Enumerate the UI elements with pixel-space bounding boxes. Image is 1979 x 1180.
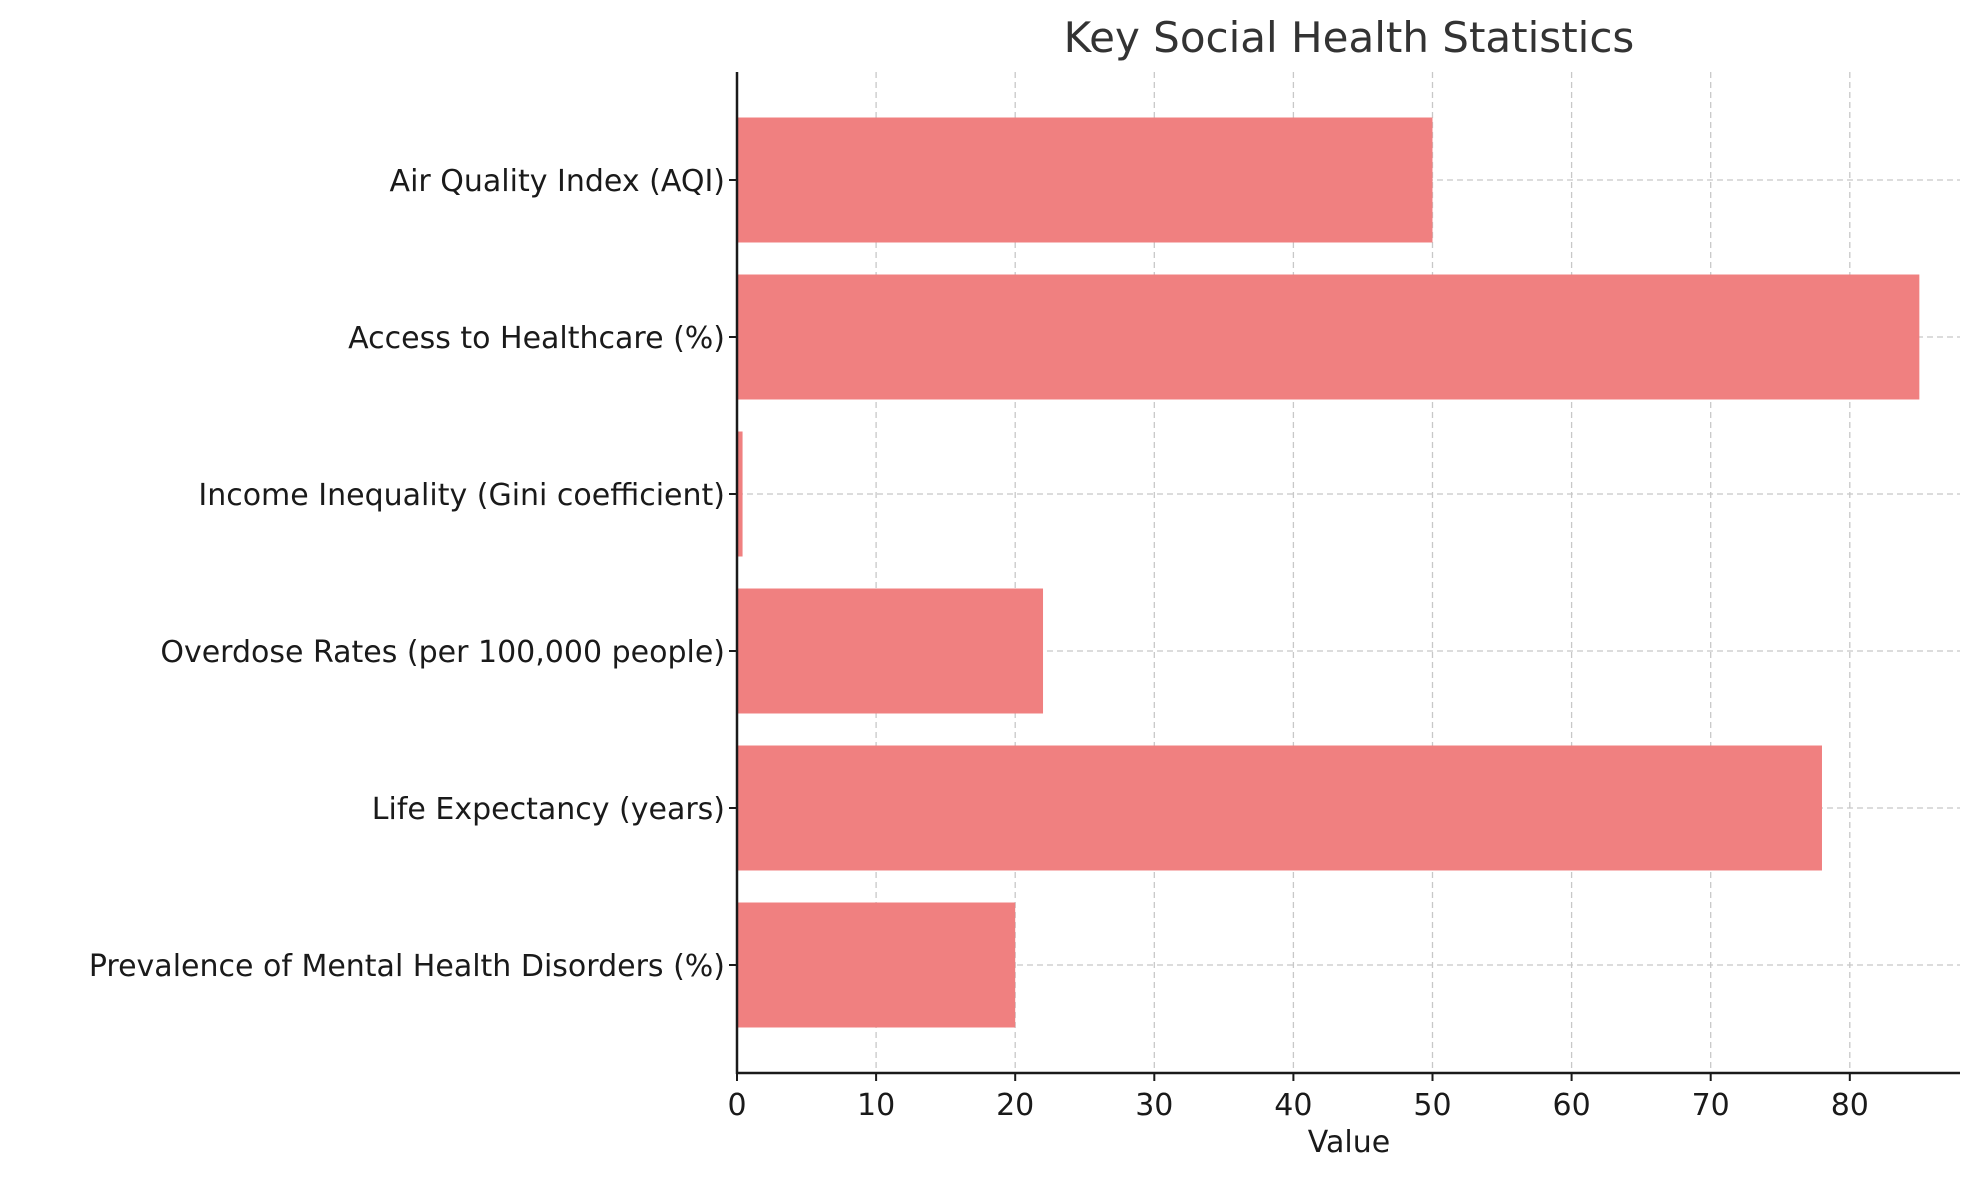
x-tick-label: 0 xyxy=(727,1088,746,1123)
bars xyxy=(737,117,1920,1028)
y-tick-label: Access to Healthcare (%) xyxy=(348,321,725,356)
x-tick-label: 10 xyxy=(857,1088,895,1123)
x-tick-label: 20 xyxy=(996,1088,1034,1123)
bar xyxy=(737,117,1433,243)
chart-title: Key Social Health Statistics xyxy=(1064,13,1635,62)
y-tick-label: Prevalence of Mental Health Disorders (%… xyxy=(89,949,725,984)
y-tick-label: Life Expectancy (years) xyxy=(372,792,725,827)
bar xyxy=(737,274,1920,400)
bar xyxy=(737,431,743,557)
bar xyxy=(737,588,1044,714)
axes xyxy=(735,72,1960,1075)
y-tick-label: Overdose Rates (per 100,000 people) xyxy=(160,635,725,670)
x-tick-label: 70 xyxy=(1692,1088,1730,1123)
y-tick-label: Air Quality Index (AQI) xyxy=(390,164,725,199)
x-axis-label: Value xyxy=(1308,1125,1390,1160)
x-tick-label: 60 xyxy=(1553,1088,1591,1123)
y-ticks: Air Quality Index (AQI) Access to Healthc… xyxy=(89,164,737,984)
bar xyxy=(737,745,1822,871)
x-tick-label: 80 xyxy=(1831,1088,1869,1123)
x-tick-label: 40 xyxy=(1274,1088,1312,1123)
y-tick-label: Income Inequality (Gini coefficient) xyxy=(198,478,725,513)
x-tick-label: 50 xyxy=(1413,1088,1451,1123)
x-ticks: 0 10 20 30 40 50 60 70 80 xyxy=(727,1073,1869,1123)
x-tick-label: 30 xyxy=(1135,1088,1173,1123)
bar xyxy=(737,902,1016,1028)
